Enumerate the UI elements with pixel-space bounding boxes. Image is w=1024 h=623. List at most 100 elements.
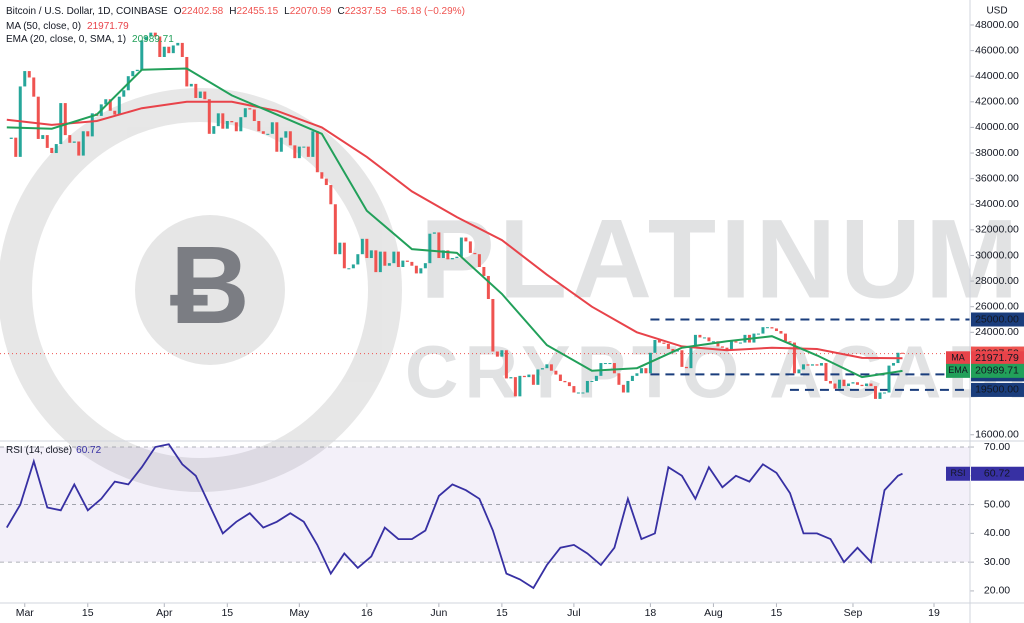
candle (468, 241, 472, 253)
candle (792, 342, 796, 374)
indicator-name: MA (951, 353, 965, 363)
candle (212, 126, 216, 134)
candle (32, 77, 36, 97)
candle (842, 379, 846, 387)
indicator-name-bg (946, 351, 970, 366)
indicator-legend-value: 20989.71 (132, 34, 174, 45)
candle (459, 237, 463, 257)
candle (554, 370, 558, 375)
indicator-legend-name: MA (50, close, 0) (6, 21, 81, 32)
candle (855, 382, 859, 385)
candle (41, 135, 45, 139)
rsi-legend-value: 60.72 (76, 445, 101, 456)
candle (284, 131, 288, 138)
candle (261, 131, 265, 134)
candle (630, 375, 634, 381)
candle (428, 233, 432, 264)
candle (293, 145, 297, 159)
change-text: −65.18 (−0.29%) (390, 6, 465, 17)
x-tick-label: 15 (771, 607, 783, 619)
candle (900, 352, 904, 354)
y-tick-label: 44000.00 (975, 70, 1019, 82)
candle (716, 341, 720, 347)
candle (675, 350, 679, 352)
rsi-legend-name: RSI (14, close) (6, 445, 72, 456)
candle (518, 375, 522, 397)
ohlc-value: 22070.59 (290, 6, 332, 17)
candle (545, 364, 549, 369)
candle (824, 363, 828, 381)
candle (248, 108, 252, 110)
x-tick-label: Mar (16, 607, 35, 619)
candle (486, 275, 490, 300)
candle (45, 135, 49, 148)
y-tick-label: 70.00 (984, 441, 1010, 453)
candle (90, 113, 94, 137)
candle (635, 373, 639, 376)
candle (819, 363, 823, 366)
candle (257, 121, 261, 132)
candle (86, 131, 90, 137)
candle (495, 351, 499, 357)
candle (540, 368, 544, 370)
candle (437, 232, 441, 259)
candle (617, 373, 621, 385)
candle (401, 260, 405, 267)
ohlc-value: 22455.15 (236, 6, 278, 17)
y-tick-label: 30000.00 (975, 249, 1019, 261)
y-tick-label: 48000.00 (975, 19, 1019, 31)
title-text: Bitcoin / U.S. Dollar, 1D, COINBASE (6, 6, 168, 17)
candle (653, 339, 657, 353)
candle (482, 267, 486, 276)
indicator-legend-value: 21971.79 (87, 21, 129, 32)
indicator-line (6, 67, 903, 379)
candle (329, 185, 333, 205)
candle (536, 369, 540, 385)
candle (383, 251, 387, 266)
candle (189, 83, 193, 87)
candle (891, 363, 895, 366)
candle (369, 250, 373, 259)
chart-title: Bitcoin / U.S. Dollar, 1D, COINBASE O2240… (6, 6, 465, 17)
watermark-text: CRYPTO ACADEMY (405, 331, 1024, 414)
candle (693, 334, 697, 347)
y-tick-label: 24000.00 (975, 326, 1019, 338)
candle (135, 69, 139, 72)
candle (639, 368, 643, 374)
y-tick-label: 40.00 (984, 527, 1010, 539)
rsi-name-bg (946, 466, 970, 481)
candle (594, 375, 598, 381)
x-tick-label: Jul (567, 607, 580, 619)
candle (770, 327, 774, 329)
candle (54, 144, 58, 154)
candle (828, 380, 832, 384)
candle (783, 333, 787, 342)
candle (50, 147, 54, 154)
level-label-bg (971, 382, 1024, 397)
candle (860, 384, 864, 387)
candle (774, 328, 778, 332)
candle (882, 392, 886, 394)
candle (68, 135, 72, 143)
ohlc-label: C (337, 6, 344, 17)
candle (473, 252, 477, 255)
candle (396, 251, 400, 267)
candle (585, 380, 589, 393)
candle (698, 334, 702, 338)
indicator-legend: MA (50, close, 0) 21971.79 (6, 21, 129, 32)
candle (513, 377, 517, 397)
candle (720, 346, 724, 348)
candle (167, 46, 171, 54)
candle (504, 350, 508, 379)
candle (725, 347, 729, 351)
indicator-value-label-bg (971, 363, 1024, 378)
candle (612, 363, 616, 374)
indicator-legend: EMA (20, close, 0, SMA, 1) 20989.71 (6, 34, 174, 45)
candle (36, 96, 40, 139)
indicator-line (6, 100, 903, 360)
candle (621, 384, 625, 393)
candle (666, 343, 670, 349)
candle (608, 363, 612, 365)
candle (477, 254, 481, 267)
candle (374, 250, 378, 273)
